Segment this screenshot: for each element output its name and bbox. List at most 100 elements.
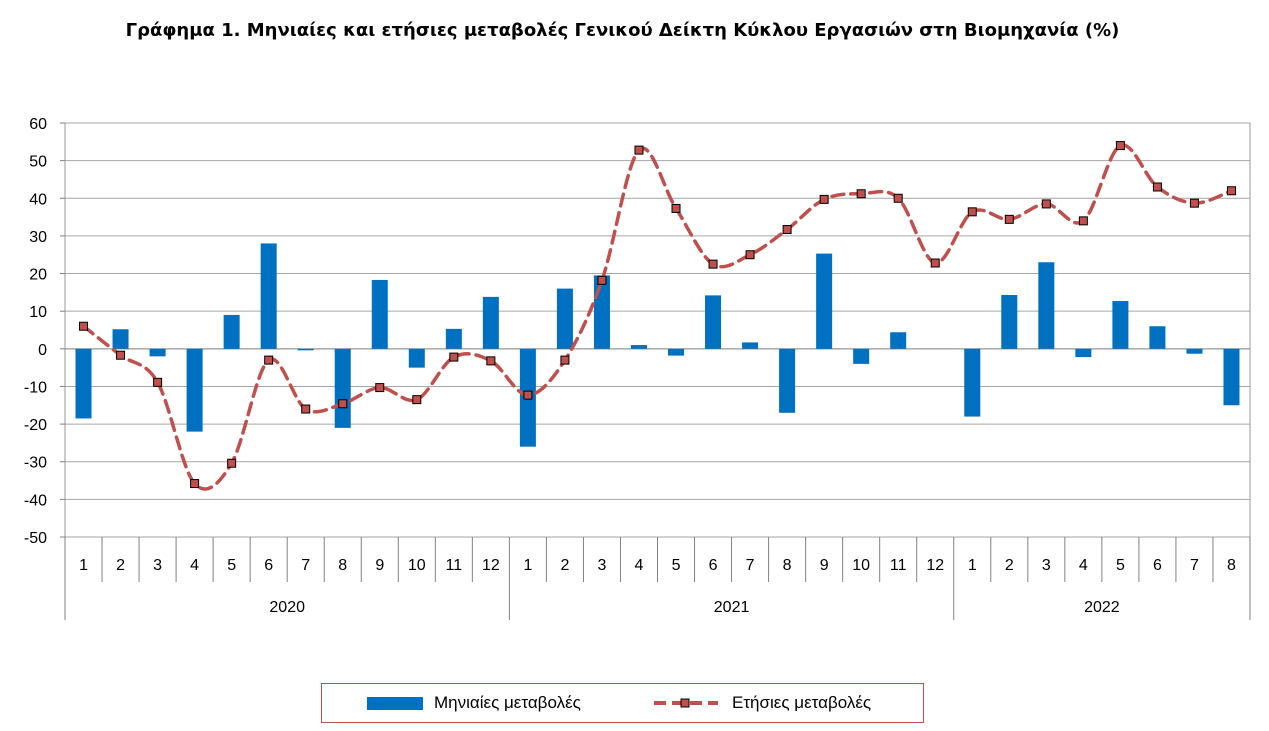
bar xyxy=(1038,262,1055,349)
bar xyxy=(964,348,981,417)
x-tick-label: 1 xyxy=(523,557,532,574)
line-marker xyxy=(597,275,607,285)
x-tick-label: 8 xyxy=(338,557,347,574)
x-tick-label: 2 xyxy=(116,557,125,574)
y-tick-label: 10 xyxy=(29,304,47,321)
x-tick-label: 2 xyxy=(1005,557,1014,574)
chart-title: Γράφημα 1. Μηνιαίες και ετήσιες μεταβολέ… xyxy=(125,20,1120,41)
x-group-label: 2020 xyxy=(269,599,305,616)
line-marker xyxy=(116,350,126,360)
line-marker xyxy=(412,395,422,405)
x-tick-label: 10 xyxy=(852,557,870,574)
x-tick-label: 7 xyxy=(1190,557,1199,574)
legend-line-swatch xyxy=(654,698,718,708)
y-tick-label: -50 xyxy=(24,530,47,547)
bar xyxy=(779,348,796,413)
line-marker xyxy=(1078,216,1088,226)
bar xyxy=(593,275,610,349)
bar xyxy=(1075,348,1092,358)
line-marker xyxy=(671,203,681,213)
line-marker xyxy=(79,321,89,331)
line-series xyxy=(79,141,1236,491)
line-marker xyxy=(1115,141,1125,151)
line-marker xyxy=(782,225,792,235)
bar xyxy=(816,253,833,349)
x-tick-label: 3 xyxy=(153,557,162,574)
y-tick-label: -40 xyxy=(24,492,47,509)
bar xyxy=(668,348,685,356)
line-marker xyxy=(1041,199,1051,209)
line-marker xyxy=(227,458,237,468)
line-marker xyxy=(1226,186,1236,196)
bar xyxy=(371,279,388,349)
bar xyxy=(1223,348,1240,406)
bar xyxy=(890,332,907,349)
x-tick-label: 12 xyxy=(926,557,944,574)
x-tick-label: 11 xyxy=(890,557,907,574)
bar xyxy=(297,348,314,351)
x-tick-label: 4 xyxy=(190,557,199,574)
bar xyxy=(112,329,129,349)
bar xyxy=(1186,348,1203,354)
bar xyxy=(556,288,573,349)
bar xyxy=(223,314,240,349)
x-tick-label: 10 xyxy=(408,557,426,574)
bar xyxy=(1001,294,1018,349)
bar xyxy=(742,342,759,349)
y-tick-label: -10 xyxy=(24,379,47,396)
x-tick-label: 3 xyxy=(1042,557,1051,574)
y-tick-label: 0 xyxy=(38,342,47,359)
line-marker xyxy=(819,194,829,204)
x-tick-label: 6 xyxy=(709,557,718,574)
line-marker xyxy=(1004,214,1014,224)
x-group-label: 2022 xyxy=(1084,599,1120,616)
x-tick-label: 7 xyxy=(301,557,310,574)
line-marker xyxy=(1189,198,1199,208)
line-marker xyxy=(930,258,940,268)
line-marker xyxy=(856,189,866,199)
line-marker xyxy=(1152,182,1162,192)
annual-change-line xyxy=(81,143,1234,491)
x-tick-label: 9 xyxy=(820,557,829,574)
gridlines xyxy=(64,122,1251,538)
x-tick-label: 7 xyxy=(746,557,755,574)
legend: Μηνιαίες μεταβολές Ετήσιες μεταβολές xyxy=(321,683,924,723)
y-tick-label: 20 xyxy=(29,267,47,284)
x-tick-label: 5 xyxy=(672,557,681,574)
bar xyxy=(75,348,92,419)
legend-bar-swatch xyxy=(367,697,423,710)
y-tick-label: 40 xyxy=(29,191,47,208)
line-marker xyxy=(153,377,163,387)
bar xyxy=(482,296,499,349)
line-marker xyxy=(967,207,977,217)
line-marker xyxy=(708,259,718,269)
x-group-label: 2021 xyxy=(714,599,750,616)
x-tick-label: 8 xyxy=(783,557,792,574)
line-marker xyxy=(486,356,496,366)
bar xyxy=(260,243,277,349)
bar-series xyxy=(75,243,1240,447)
line-marker xyxy=(338,399,348,409)
x-tick-label: 2 xyxy=(560,557,569,574)
x-tick-label: 4 xyxy=(1079,557,1088,574)
line-marker xyxy=(560,355,570,365)
line-marker xyxy=(375,383,385,393)
bar xyxy=(1112,301,1129,349)
y-tick-label: 50 xyxy=(29,154,47,171)
line-marker xyxy=(264,355,274,365)
x-tick-label: 1 xyxy=(79,557,88,574)
x-tick-label: 4 xyxy=(635,557,644,574)
line-marker xyxy=(523,390,533,400)
bar xyxy=(149,348,166,357)
bar xyxy=(1149,326,1166,349)
x-tick-label: 6 xyxy=(1153,557,1162,574)
line-marker xyxy=(893,193,903,203)
bar xyxy=(705,295,722,349)
plot-area xyxy=(64,122,1251,538)
bar xyxy=(853,348,870,364)
line-marker xyxy=(745,250,755,260)
x-tick-label: 3 xyxy=(598,557,607,574)
line-marker xyxy=(634,145,644,155)
